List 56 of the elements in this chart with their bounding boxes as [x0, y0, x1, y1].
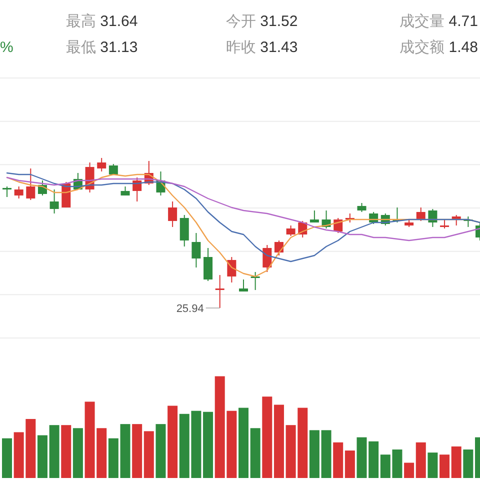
- bar: [108, 438, 118, 478]
- bar: [344, 450, 355, 478]
- text: %: [0, 39, 14, 56]
- bar: [168, 406, 178, 478]
- candlestick: [192, 232, 201, 268]
- bar: [72, 428, 83, 478]
- bar: [250, 428, 260, 478]
- text: 成交额 1.48: [400, 39, 478, 56]
- text: 今开 31.52: [226, 13, 298, 30]
- bar: [238, 408, 248, 478]
- candlestick: [215, 274, 224, 308]
- text: 昨收 31.43: [226, 39, 298, 56]
- candlestick: [227, 256, 236, 283]
- bar: [463, 450, 474, 478]
- bar: [416, 442, 426, 478]
- candlestick: [50, 188, 59, 214]
- candlestick: [286, 224, 296, 236]
- candlestick: [274, 240, 284, 256]
- candlestick: [120, 186, 130, 196]
- candlestick: [168, 200, 178, 228]
- bar: [132, 424, 142, 478]
- bar: [262, 396, 272, 478]
- candlestick: [262, 244, 272, 272]
- bar: [404, 462, 414, 478]
- bar: [428, 452, 438, 478]
- candlestick: [416, 206, 426, 222]
- candlestick: [2, 186, 12, 198]
- bar: [49, 425, 60, 478]
- candlestick: [310, 210, 319, 223]
- candlestick: [440, 218, 450, 229]
- bar: [2, 438, 12, 478]
- candlestick: [428, 208, 438, 228]
- bar: [333, 442, 344, 478]
- text: 最低 31.13: [66, 39, 138, 56]
- bar: [120, 424, 130, 478]
- bar: [321, 430, 332, 478]
- bar: [37, 435, 48, 478]
- candlestick: [204, 247, 213, 282]
- bar: [309, 430, 320, 478]
- candlestick: [26, 168, 36, 200]
- candlestick: [97, 157, 106, 172]
- bar: [451, 446, 462, 478]
- bar: [274, 404, 284, 478]
- bar: [61, 425, 72, 478]
- candlestick: [180, 214, 189, 247]
- bar: [203, 412, 214, 478]
- candlestick: [14, 186, 24, 199]
- bar: [144, 431, 154, 478]
- annotation: 25.94: [176, 302, 204, 315]
- bar: [440, 454, 450, 478]
- bar: [156, 424, 166, 478]
- text: 最高 31.64: [66, 13, 138, 30]
- text: 成交量 4.71: [400, 13, 478, 30]
- candlestick: [357, 202, 366, 212]
- candlestick: [239, 278, 248, 292]
- candlestick: [250, 271, 260, 290]
